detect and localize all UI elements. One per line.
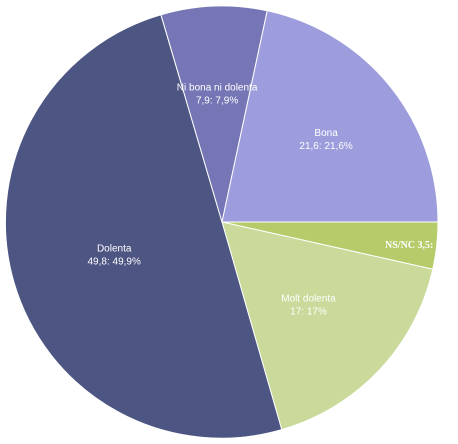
pie-labels: NS/NC 3,5: 3,5% Molt dolenta 17: 17% Dolent…: [88, 83, 458, 318]
pie-label-name-dolenta: Dolenta: [97, 243, 132, 254]
pie-label-name-bona: Bona: [314, 128, 338, 139]
pie-slice-dolenta: [4, 14, 283, 439]
pie-slice-molt-dolenta: [221, 221, 434, 431]
pie-slice-bona: [221, 10, 439, 223]
pie-label-ns-nc: NS/NC 3,5: 3,5%: [385, 240, 458, 251]
pie-label-name-ni-bona-ni-dolenta: Ni bona ni dolenta: [177, 83, 258, 94]
pie-label-value-molt-dolenta: 17: 17%: [290, 307, 327, 318]
pie-label-value-dolenta: 49,8: 49,9%: [88, 256, 141, 267]
pie-label-name-molt-dolenta: Molt dolenta: [281, 294, 336, 305]
pie-slice-ni-bona-ni-dolenta: [160, 5, 268, 223]
pie-label-value-bona: 21,6: 21,6%: [299, 141, 352, 152]
pie-label-value-ni-bona-ni-dolenta: 7,9: 7,9%: [196, 96, 238, 107]
pie-slices: [4, 5, 439, 439]
